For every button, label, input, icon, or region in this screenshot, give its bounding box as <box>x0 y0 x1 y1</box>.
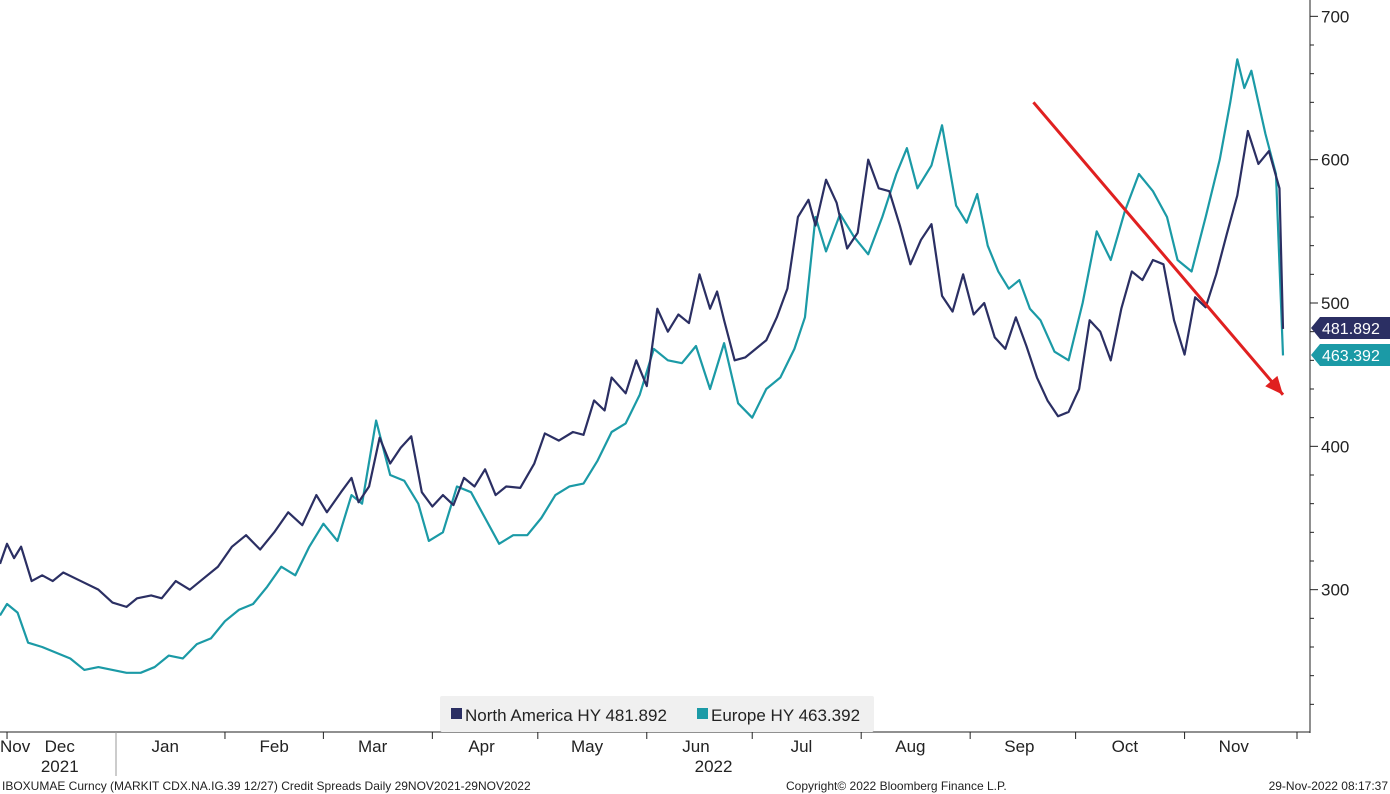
x-month-label: Jan <box>151 737 178 756</box>
series-line-europe <box>0 58 1285 674</box>
legend-label-north-america: North America HY 481.892 <box>465 706 667 725</box>
x-month-label: May <box>571 737 604 756</box>
y-tick-label: 600 <box>1321 151 1349 170</box>
trend-arrow-line <box>1032 101 1285 396</box>
footer-left-text: IBOXUMAE Curncy (MARKIT CDX.NA.IG.39 12/… <box>2 779 531 793</box>
footer-copyright: Copyright© 2022 Bloomberg Finance L.P. <box>786 779 1007 793</box>
x-axis: Nov Dec Jan Feb Mar Apr May Jun Jul Aug Sep Oct Nov 2… <box>0 731 1310 776</box>
value-tag-shape <box>1311 317 1390 339</box>
value-tag-shape <box>1311 344 1390 366</box>
value-tag-text: 481.892 <box>1322 321 1380 338</box>
legend-label-europe: Europe HY 463.392 <box>711 706 860 725</box>
x-month-label: Aug <box>895 737 925 756</box>
series-layer <box>0 58 1285 674</box>
legend: North America HY 481.892 Europe HY 463.3… <box>440 696 874 732</box>
x-month-label: Apr <box>468 737 495 756</box>
footer-timestamp: 29-Nov-2022 08:17:37 <box>1269 779 1389 793</box>
x-year-label: 2021 <box>41 757 79 776</box>
y-tick-label: 500 <box>1321 294 1349 313</box>
series-line-north-america <box>0 129 1285 608</box>
legend-swatch-europe <box>697 708 708 719</box>
legend-background <box>440 696 874 732</box>
x-month-label: Nov <box>1219 737 1250 756</box>
last-value-tag-europe: 463.392 <box>1311 344 1390 366</box>
x-month-label: Mar <box>358 737 388 756</box>
last-value-tags: 481.892 463.392 <box>1311 317 1390 366</box>
x-month-label: Dec <box>45 737 76 756</box>
x-month-label: Nov <box>0 737 31 756</box>
x-month-label: Jul <box>791 737 813 756</box>
x-month-label: Oct <box>1112 737 1139 756</box>
x-month-label: Jun <box>682 737 709 756</box>
x-month-label: Feb <box>260 737 289 756</box>
legend-swatch-north-america <box>451 708 462 719</box>
y-axis: 300 400 500 600 700 <box>1309 0 1349 733</box>
footer: IBOXUMAE Curncy (MARKIT CDX.NA.IG.39 12/… <box>2 779 1388 793</box>
annotation-layer <box>1032 101 1285 396</box>
trend-arrow-head <box>1265 375 1283 395</box>
last-value-tag-north-america: 481.892 <box>1311 317 1390 339</box>
x-month-label: Sep <box>1004 737 1034 756</box>
x-year-label: 2022 <box>695 757 733 776</box>
y-tick-label: 400 <box>1321 437 1349 456</box>
y-tick-label: 300 <box>1321 581 1349 600</box>
value-tag-text: 463.392 <box>1322 348 1380 365</box>
y-tick-label: 700 <box>1321 7 1349 26</box>
